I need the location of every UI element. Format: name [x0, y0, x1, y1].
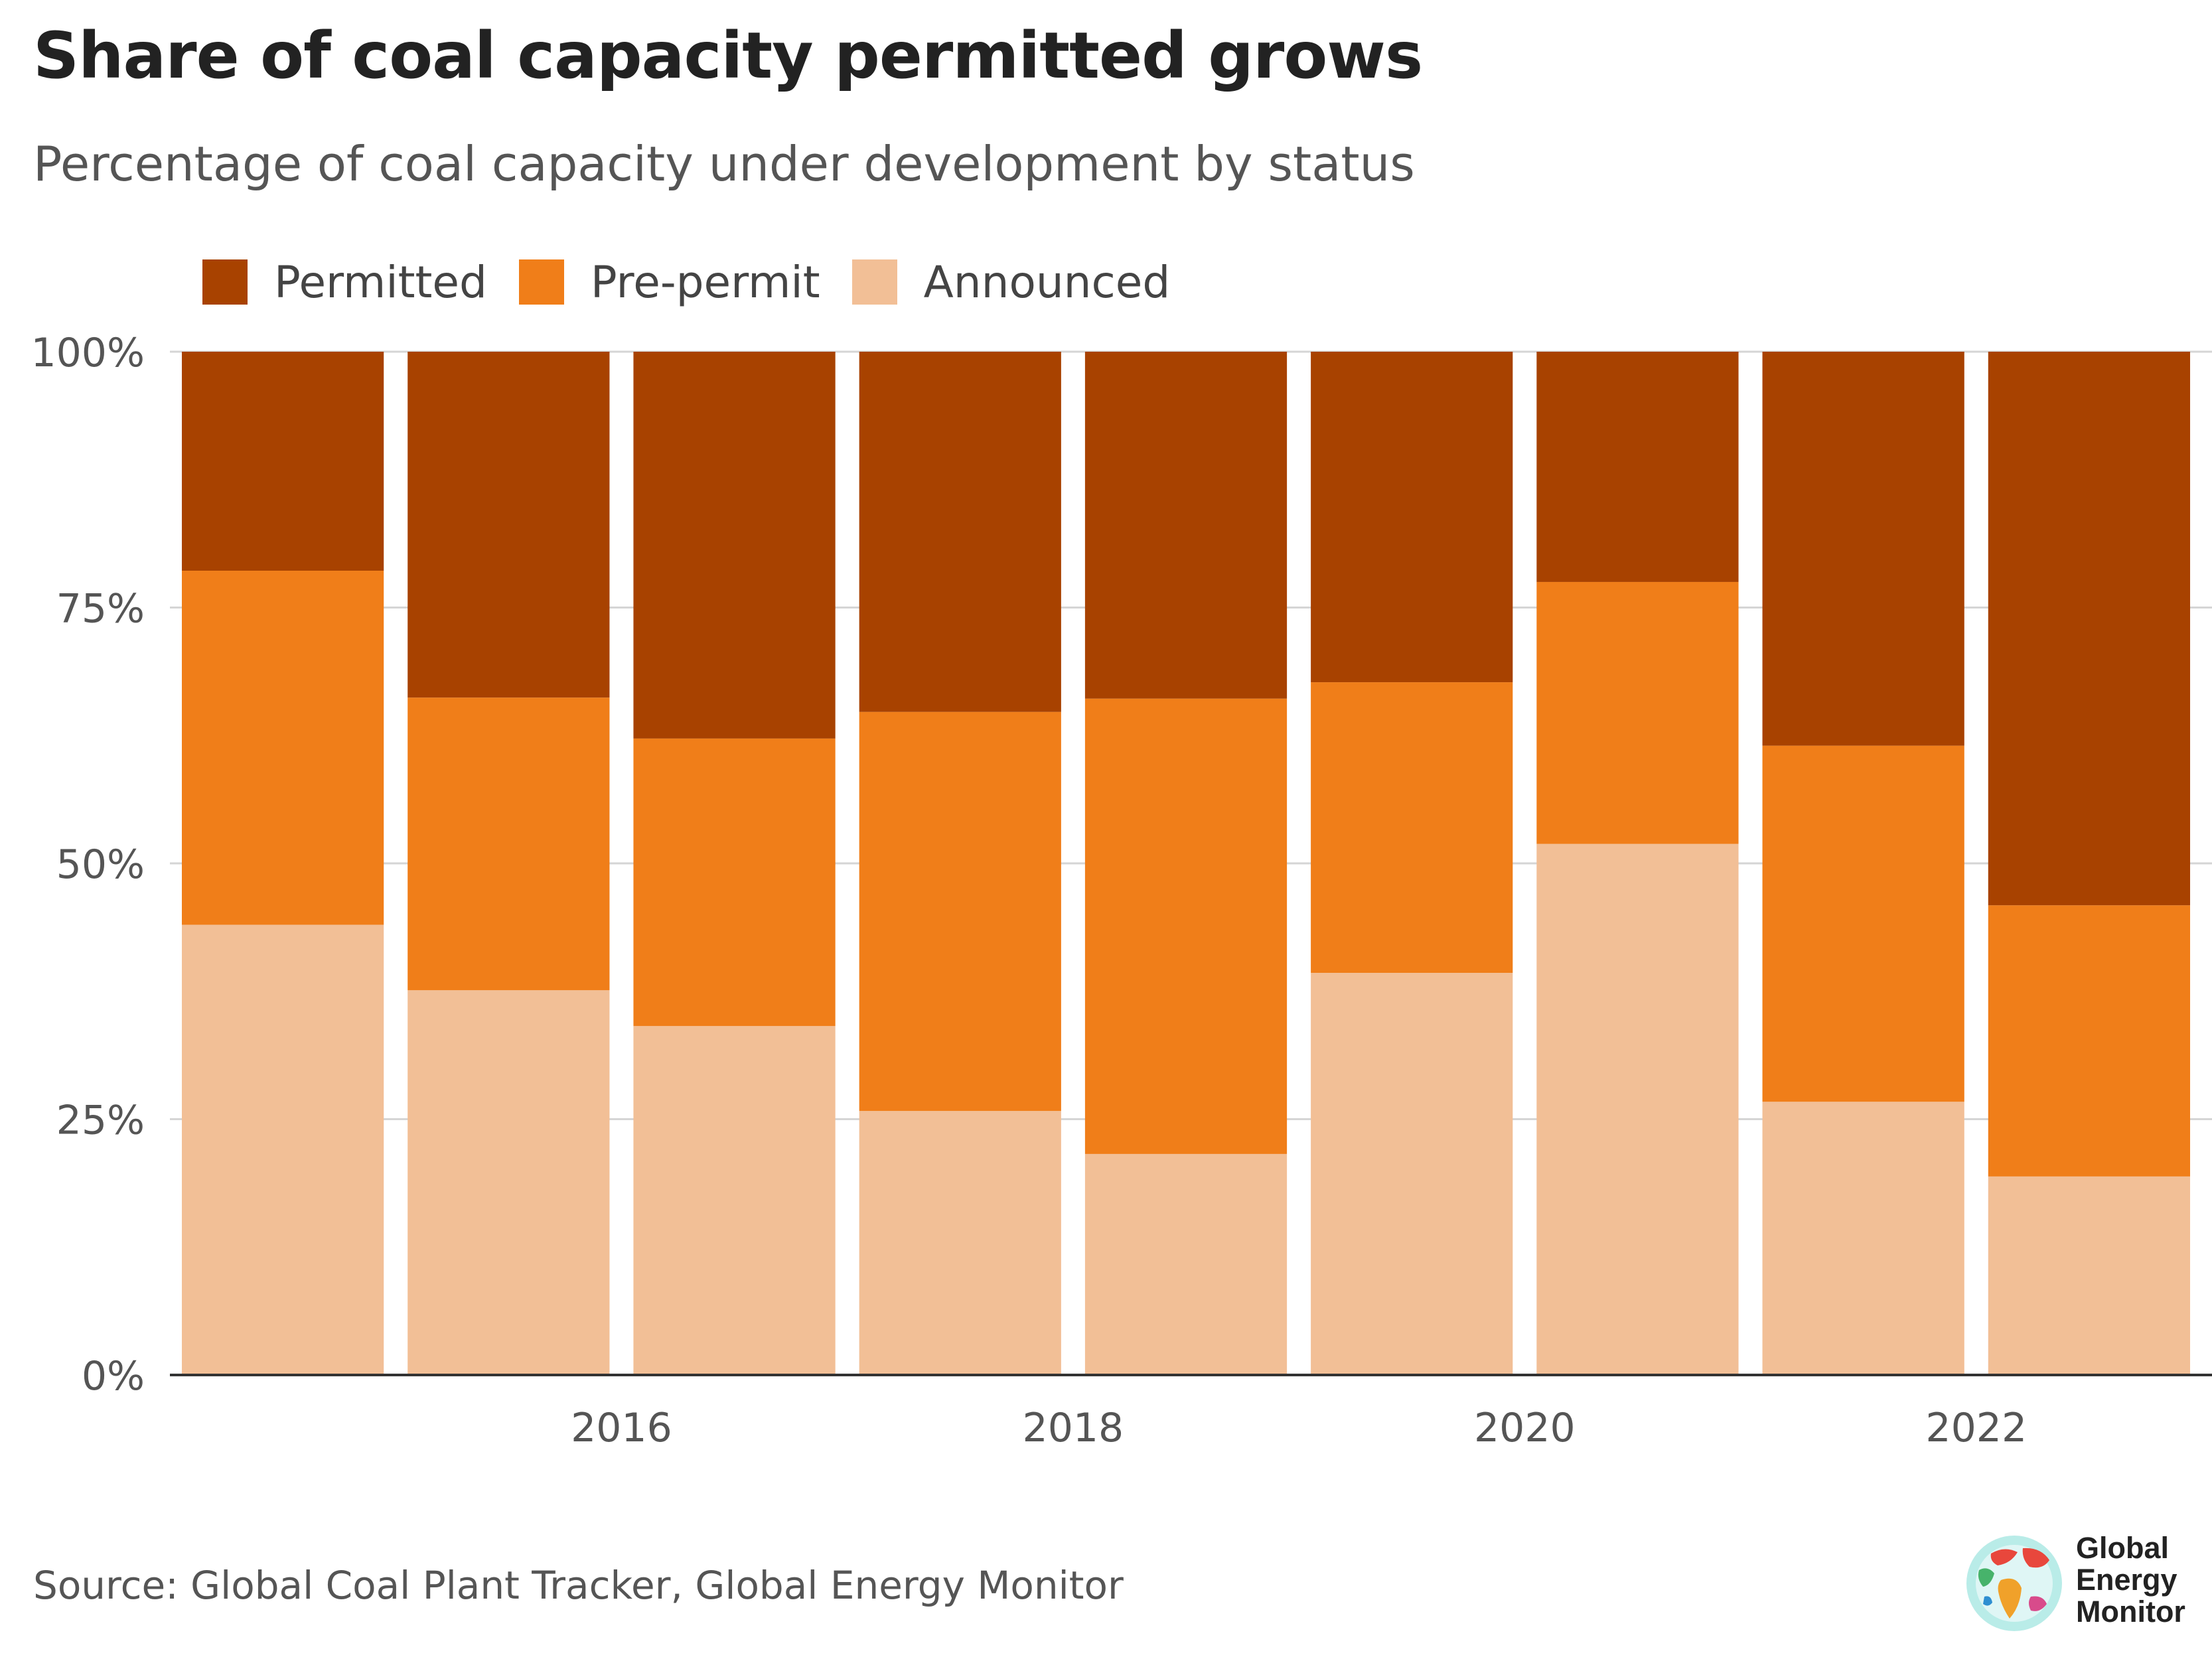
chart-subtitle: Percentage of coal capacity under develo… [33, 136, 1415, 192]
bar-segment-prepermit [182, 570, 384, 925]
logo-line-3: Monitor [2076, 1595, 2185, 1628]
bar-segment-permitted [182, 352, 384, 571]
y-tick-label: 25% [56, 1098, 145, 1144]
y-tick-label: 75% [56, 586, 145, 632]
bar-segment-permitted [407, 352, 610, 698]
bar-segment-prepermit [859, 711, 1061, 1112]
x-tick-label: 2016 [571, 1405, 672, 1451]
bar-segment-announced [1988, 1176, 2190, 1375]
bar-segment-prepermit [407, 697, 610, 991]
y-tick-label: 100% [31, 330, 145, 376]
bar-segment-prepermit [1988, 905, 2190, 1177]
x-tick-label: 2022 [1925, 1405, 2027, 1451]
global-energy-monitor-logo: Global Energy Monitor [1964, 1523, 2197, 1642]
logo-line-2: Energy [2076, 1563, 2177, 1597]
legend-swatch-announced [851, 259, 897, 305]
legend-label-announced: Announced [923, 256, 1171, 308]
logo-wordmark: Global Energy Monitor [2076, 1532, 2185, 1628]
bar-segment-permitted [1084, 352, 1288, 699]
y-tick-label: 0% [82, 1353, 145, 1400]
bar-segment-permitted [1311, 352, 1513, 683]
bar-segment-announced [407, 990, 610, 1375]
legend-item-prepermit: Pre-permit [518, 256, 820, 308]
legend-swatch-permitted [202, 259, 248, 305]
bar-segment-announced [1536, 843, 1739, 1375]
source-note: Source: Global Coal Plant Tracker, Globa… [33, 1563, 1124, 1608]
bar-segment-announced [182, 924, 384, 1375]
legend-item-announced: Announced [851, 256, 1171, 308]
globe-icon [1966, 1536, 2062, 1631]
chart-legend: Permitted Pre-permit Announced [202, 255, 1202, 309]
bar-segment-permitted [859, 352, 1061, 712]
bar-segment-prepermit [1762, 745, 1964, 1102]
logo-line-1: Global [2076, 1531, 2170, 1565]
bar-segment-announced [1762, 1102, 1964, 1375]
legend-label-permitted: Permitted [274, 256, 487, 308]
bar-segment-prepermit [1536, 581, 1739, 844]
bar-segment-permitted [1536, 352, 1739, 582]
bar-segment-prepermit [1311, 682, 1513, 973]
bar-segment-prepermit [1084, 698, 1288, 1154]
bar-segment-announced [1084, 1153, 1288, 1375]
x-tick-label: 2018 [1023, 1405, 1124, 1451]
x-tick-label: 2020 [1474, 1405, 1576, 1451]
bar-segment-announced [1311, 972, 1513, 1375]
bar-segment-prepermit [633, 738, 836, 1027]
chart-title: Share of coal capacity permitted grows [33, 19, 1423, 93]
bar-segment-permitted [633, 352, 836, 739]
bar-segment-permitted [1762, 352, 1964, 746]
legend-swatch-prepermit [518, 259, 564, 305]
legend-item-permitted: Permitted [202, 257, 487, 308]
legend-label-prepermit: Pre-permit [590, 256, 820, 308]
bar-segment-announced [859, 1111, 1061, 1375]
y-tick-label: 50% [56, 841, 145, 888]
bar-segment-announced [633, 1026, 836, 1375]
stacked-bar-chart: 0% 25% 50% 75% 100% 2016 2018 2020 2022 [31, 330, 2212, 1451]
bar-segment-permitted [1988, 352, 2190, 906]
